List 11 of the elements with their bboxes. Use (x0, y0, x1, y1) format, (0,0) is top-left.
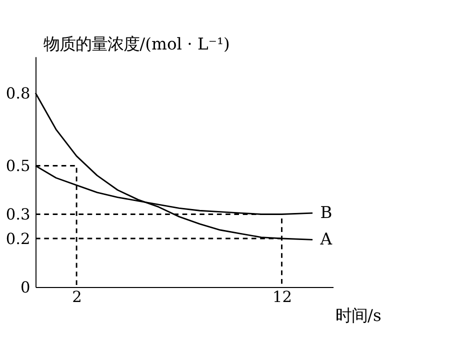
x-axis-title: 时间/s (335, 306, 382, 326)
y-tick-label: 0 (20, 278, 30, 296)
x-tick-label: 12 (272, 288, 292, 306)
y-tick-label: 0.5 (6, 157, 30, 176)
y-tick-label: 0.2 (6, 230, 30, 248)
y-tick-label: 0.3 (6, 206, 30, 224)
series-label: B (320, 202, 332, 222)
x-tick-label: 2 (72, 288, 82, 306)
y-tick-label: 0.8 (6, 84, 30, 102)
series-label: A (319, 230, 332, 249)
y-axis-title: 物质的量浓度/(mol · L⁻¹) (44, 34, 230, 54)
